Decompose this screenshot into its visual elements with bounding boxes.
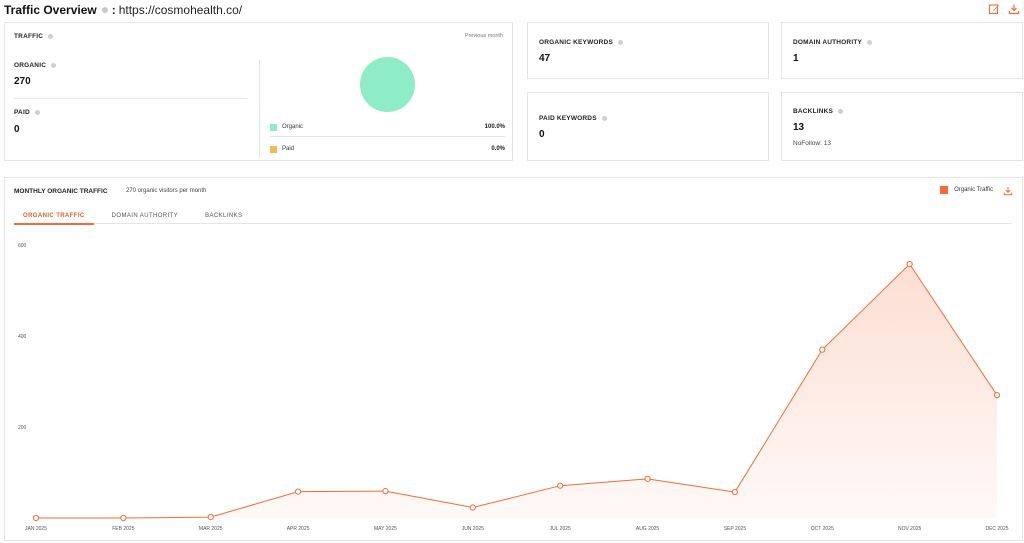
x-tick-label: AUG 2025 (636, 526, 660, 532)
chart-tabs: ORGANIC TRAFFIC DOMAIN AUTHORITY BACKLIN… (14, 212, 1012, 225)
period-label: Previous month (464, 33, 503, 39)
paid-keywords-card: PAID KEYWORDS 0 (527, 92, 769, 161)
domain-authority-value: 1 (793, 53, 799, 64)
x-tick-label: JUL 2025 (550, 526, 571, 532)
chart-subtitle: 270 organic visitors per month (126, 188, 207, 194)
info-icon[interactable] (34, 110, 40, 115)
backlinks-value: 13 (793, 122, 805, 133)
data-point (644, 475, 651, 482)
x-tick-label: MAY 2025 (374, 526, 397, 532)
title-separator: : (111, 3, 116, 17)
tab-domain-authority[interactable]: DOMAIN AUTHORITY (111, 213, 179, 219)
info-icon[interactable] (48, 34, 54, 39)
paid-label-text: PAID (14, 109, 30, 116)
data-point (906, 261, 913, 268)
monthly-traffic-card: MONTHLY ORGANIC TRAFFIC 270 organic visi… (4, 177, 1023, 541)
tab-organic-traffic[interactable]: ORGANIC TRAFFIC (14, 212, 94, 225)
paid-keywords-label: PAID KEYWORDS (539, 115, 607, 122)
legend-organic: Organic 100.0% (270, 121, 505, 133)
y-tick-label: 400 (18, 334, 27, 340)
legend-paid: Paid 0.0% (270, 143, 505, 155)
data-point (382, 488, 389, 495)
legend-swatch-organic-traffic (940, 186, 949, 194)
paid-value: 0 (14, 124, 20, 135)
x-tick-label: APR 2025 (287, 526, 310, 532)
info-icon[interactable] (838, 109, 844, 114)
organic-value: 270 (14, 76, 31, 87)
chart-legend-label: Organic Traffic (954, 187, 993, 193)
divider (270, 136, 505, 137)
traffic-label-text: TRAFFIC (14, 33, 44, 40)
nofollow-count: NoFollow: 13 (793, 140, 831, 147)
organic-keywords-card: ORGANIC KEYWORDS 47 (527, 22, 769, 79)
tab-backlinks[interactable]: BACKLINKS (205, 213, 243, 219)
download-icon[interactable] (1008, 3, 1020, 15)
organic-keywords-value: 47 (539, 53, 551, 64)
organic-keywords-label-text: ORGANIC KEYWORDS (539, 39, 613, 46)
x-tick-label: FEB 2025 (112, 526, 134, 532)
data-point (557, 482, 564, 489)
info-icon[interactable] (867, 40, 873, 45)
domain-authority-label: DOMAIN AUTHORITY (793, 39, 873, 46)
organic-keywords-label: ORGANIC KEYWORDS (539, 39, 623, 46)
traffic-label: TRAFFIC (14, 33, 54, 40)
traffic-pie-chart (360, 57, 415, 112)
x-tick-label: DEC 2025 (985, 526, 1008, 532)
backlinks-label-text: BACKLINKS (793, 108, 834, 115)
series-line (36, 263, 998, 519)
traffic-card: TRAFFIC Previous month ORGANIC 270 PAID … (4, 22, 513, 161)
legend-paid-percent: 0.0% (491, 146, 505, 152)
x-tick-label: JUN 2025 (462, 526, 484, 532)
series-area (36, 264, 997, 518)
domain-url[interactable]: https://cosmohealth.co/ (118, 3, 243, 17)
chart-legend[interactable]: Organic Traffic (940, 186, 993, 194)
data-point (207, 513, 214, 521)
y-tick-label: 200 (18, 425, 27, 431)
divider (259, 60, 260, 158)
legend-organic-label: Organic (282, 124, 304, 130)
info-icon[interactable] (601, 116, 607, 121)
header-actions (988, 3, 1020, 15)
x-tick-label: NOV 2025 (898, 526, 922, 532)
info-icon[interactable] (101, 7, 108, 13)
data-point (819, 346, 826, 353)
data-point (731, 488, 739, 496)
paid-keywords-value: 0 (539, 129, 545, 140)
x-tick-label: OCT 2025 (811, 526, 834, 532)
organic-label-text: ORGANIC (14, 62, 47, 69)
domain-authority-card: DOMAIN AUTHORITY 1 (781, 22, 1023, 79)
data-point (993, 392, 1001, 399)
organic-traffic-chart: 200 400 600 JAN 2025 FEB 2025 MAR 2025 APR 202… (18, 243, 1009, 532)
backlinks-card: BACKLINKS 13 NoFollow: 13 (781, 92, 1023, 161)
info-icon[interactable] (51, 63, 57, 68)
chart-title: MONTHLY ORGANIC TRAFFIC (14, 188, 108, 195)
backlinks-label: BACKLINKS (793, 108, 844, 115)
legend-swatch-paid (270, 145, 277, 153)
edit-icon[interactable] (988, 3, 1000, 15)
legend-paid-label: Paid (282, 146, 295, 152)
data-point (32, 514, 40, 522)
organic-label: ORGANIC (14, 62, 57, 69)
paid-label: PAID (14, 109, 40, 116)
x-tick-label: SEP 2025 (724, 526, 747, 532)
page-header: Traffic Overview : https://cosmohealth.c… (4, 2, 242, 18)
legend-organic-percent: 100.0% (484, 124, 505, 130)
data-point (294, 488, 302, 495)
paid-keywords-label-text: PAID KEYWORDS (539, 115, 597, 122)
y-tick-label: 600 (18, 243, 27, 249)
data-point (120, 514, 127, 522)
download-icon[interactable] (1003, 186, 1013, 196)
x-tick-label: MAR 2025 (199, 526, 223, 532)
domain-authority-label-text: DOMAIN AUTHORITY (793, 39, 863, 46)
info-icon[interactable] (617, 40, 623, 45)
x-tick-label: JAN 2025 (25, 526, 47, 532)
data-point (469, 504, 476, 511)
page-title: Traffic Overview (4, 3, 97, 17)
divider (14, 98, 247, 99)
legend-swatch-organic (270, 123, 277, 131)
